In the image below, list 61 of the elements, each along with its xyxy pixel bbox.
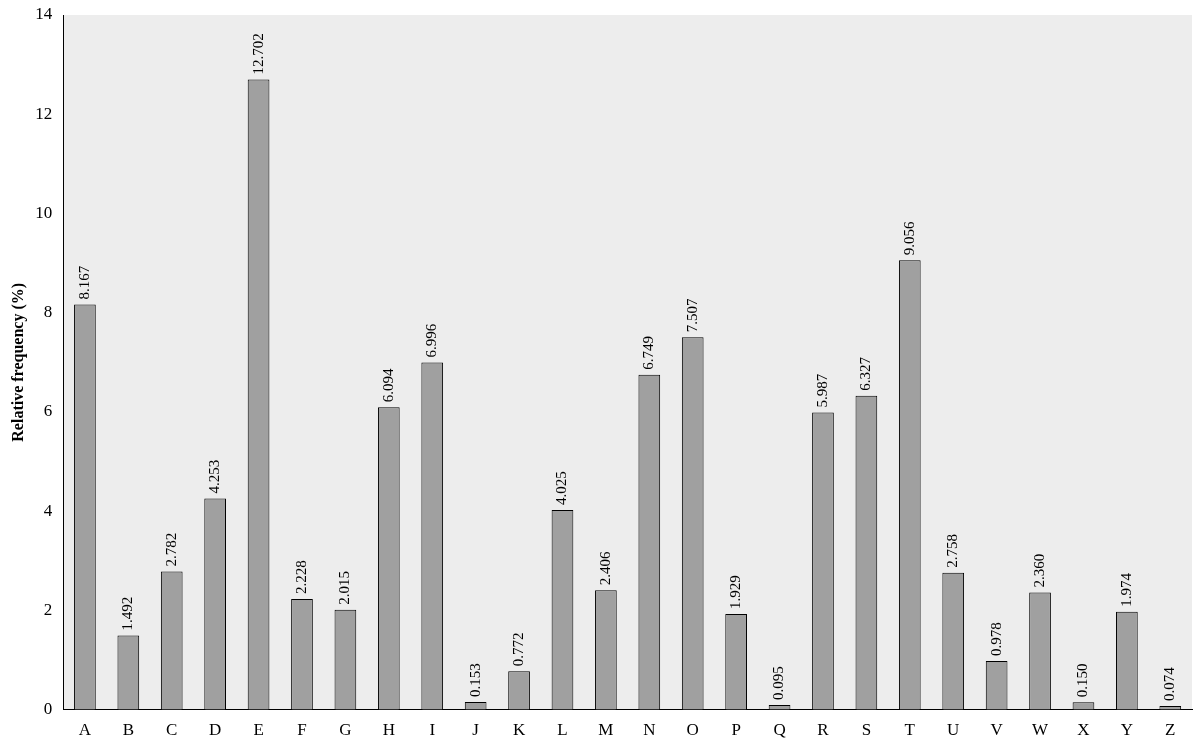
- data-label: 2.228: [292, 560, 309, 595]
- y-tick-label: 0: [43, 699, 53, 719]
- x-tick-label: J: [472, 720, 480, 740]
- data-label: 0.978: [987, 622, 1004, 657]
- x-tick-label: O: [686, 720, 699, 740]
- y-axis-title: Relative frequency (%): [8, 282, 27, 442]
- data-label: 2.360: [1030, 553, 1047, 588]
- data-label: 6.996: [423, 323, 440, 358]
- y-tick-label: 8: [43, 302, 53, 322]
- x-tick-label: R: [817, 720, 830, 740]
- x-tick-label: A: [78, 720, 92, 740]
- data-label: 2.406: [596, 550, 613, 586]
- x-tick-label: S: [861, 720, 872, 740]
- x-tick-label: L: [557, 720, 568, 740]
- x-tick-label: D: [209, 720, 222, 740]
- x-tick-label: P: [731, 720, 741, 740]
- x-tick-label: C: [166, 720, 178, 740]
- x-tick-label: V: [990, 720, 1004, 740]
- data-label: 0.074: [1161, 666, 1178, 701]
- x-tick-label: Q: [773, 720, 786, 740]
- data-label: 0.150: [1074, 663, 1091, 698]
- data-label: 0.095: [770, 666, 787, 700]
- data-label: 5.987: [813, 373, 830, 408]
- data-label: 2.015: [336, 570, 353, 605]
- x-tick-label: H: [382, 720, 395, 740]
- y-tick-label: 10: [35, 202, 53, 222]
- x-tick-label: N: [643, 720, 656, 740]
- data-label: 1.974: [1117, 572, 1134, 607]
- data-label: 9.056: [900, 221, 917, 256]
- data-label: 4.025: [553, 471, 570, 505]
- data-label: 7.507: [683, 297, 700, 333]
- x-tick-label: Z: [1165, 720, 1176, 740]
- data-label: 0.153: [466, 663, 483, 698]
- x-tick-label: E: [253, 720, 264, 740]
- x-tick-label: X: [1077, 720, 1090, 740]
- data-label: 4.253: [206, 459, 223, 494]
- x-tick-label: W: [1032, 720, 1050, 740]
- x-tick-label: M: [598, 720, 614, 740]
- x-tick-label: B: [122, 720, 134, 740]
- y-tick-label: 6: [43, 401, 53, 421]
- x-tick-label: U: [947, 720, 960, 740]
- data-label: 1.492: [119, 596, 136, 631]
- y-tick-label: 12: [35, 103, 53, 123]
- x-tick-label: F: [297, 720, 307, 740]
- y-tick-label: 14: [35, 4, 53, 24]
- data-label: 8.167: [75, 265, 92, 300]
- x-tick-label: T: [904, 720, 916, 740]
- data-label: 12.702: [249, 33, 266, 75]
- data-label: 6.094: [379, 368, 396, 403]
- data-label: 1.929: [727, 575, 744, 609]
- x-tick-label: Y: [1120, 720, 1134, 740]
- data-label: 0.772: [510, 632, 526, 667]
- x-tick-label: K: [512, 720, 526, 740]
- y-tick-label: 4: [43, 500, 53, 520]
- data-label: 2.782: [162, 532, 179, 567]
- data-label: 6.327: [857, 356, 874, 391]
- y-tick-label: 2: [43, 599, 53, 619]
- x-tick-label: G: [339, 720, 352, 740]
- data-label: 2.758: [944, 534, 961, 568]
- x-tick-label: I: [429, 720, 436, 740]
- data-label: 6.749: [640, 336, 657, 370]
